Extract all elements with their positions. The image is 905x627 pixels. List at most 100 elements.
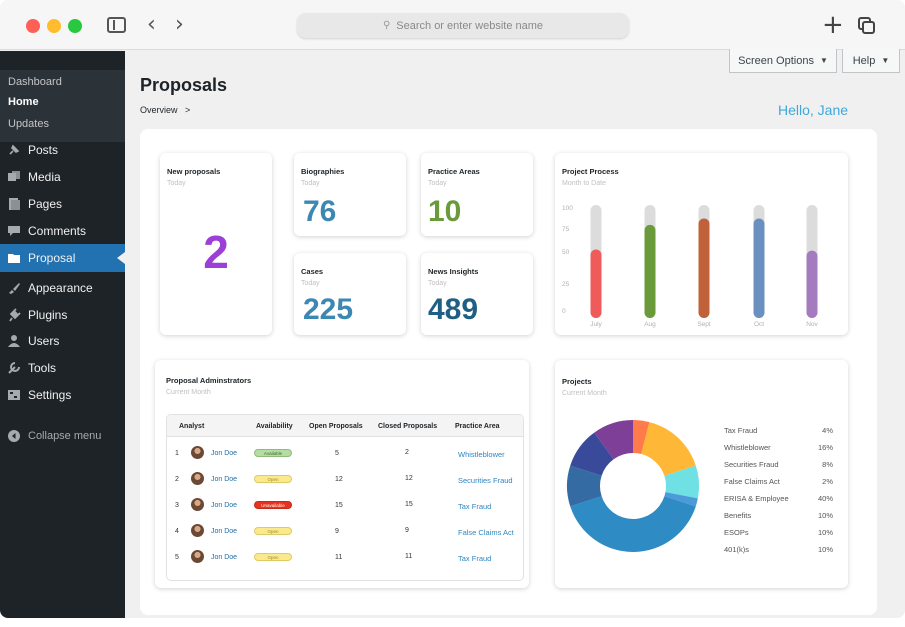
sidebar-item-settings[interactable]: Settings [0, 381, 125, 409]
donut-slice[interactable] [641, 422, 696, 476]
row-number: 1 [175, 450, 179, 457]
donut-slice[interactable] [633, 420, 650, 455]
sidebar-item-media[interactable]: Media [0, 163, 125, 191]
admins-card: Proposal Adminstrators Current Month [155, 360, 529, 588]
closed-proposals-count: 2 [405, 449, 409, 456]
open-proposals-count: 15 [335, 502, 343, 509]
legend-label: Tax Fraud [724, 426, 758, 435]
y-tick-label: 75 [562, 226, 570, 233]
sidebar-item-plugins[interactable]: Plugins [0, 301, 125, 329]
practice-area-link[interactable]: Tax Fraud [458, 502, 492, 511]
sidebar-toggle-icon[interactable] [107, 17, 126, 33]
zoom-window-button[interactable] [68, 19, 82, 33]
help-button[interactable]: Help ▼ [842, 49, 900, 73]
table-row[interactable]: 5 Jon Doe Open 11 11 Tax Fraud [167, 545, 523, 571]
sidebar-item-label: Appearance [28, 281, 93, 295]
media-icon [8, 171, 20, 181]
sidebar-item-label: Pages [28, 197, 63, 211]
project-process-card: Project Process Month to Date 100 75 50 25 0… [555, 153, 848, 335]
new-tab-icon[interactable]: + [822, 10, 844, 40]
bar-aug[interactable] [644, 224, 656, 318]
analyst-name[interactable]: Jon Doe [211, 476, 238, 483]
closed-proposals-count: 12 [405, 475, 413, 482]
tab-overview-icon[interactable] [858, 17, 876, 35]
new-proposals-card[interactable]: New proposals Today 2 [160, 153, 272, 335]
sidebar-item-pages[interactable]: Pages [0, 190, 125, 218]
caret-down-icon: ▼ [819, 56, 828, 65]
practice-areas-card[interactable]: Practice Areas Today 10 [421, 153, 533, 236]
screen-options-button[interactable]: Screen Options ▼ [729, 49, 837, 73]
analyst-name[interactable]: Jon Doe [211, 502, 238, 509]
donut-slice[interactable] [664, 465, 699, 499]
pages-icon [9, 198, 20, 210]
analyst-name[interactable]: Jon Doe [211, 554, 238, 561]
collapse-menu-button[interactable]: Collapse menu [0, 422, 125, 450]
minimize-window-button[interactable] [47, 19, 61, 33]
bar-july[interactable] [590, 249, 602, 318]
forward-arrow-icon[interactable]: › [175, 12, 184, 37]
sidebar-item-comments[interactable]: Comments [0, 217, 125, 245]
analyst-name[interactable]: Jon Doe [211, 450, 238, 457]
search-icon: ⚲ [382, 20, 391, 31]
table-row[interactable]: 4 Jon Doe Open 9 9 False Claims Act [167, 519, 523, 545]
card-title: Cases [301, 267, 324, 276]
news-insights-card[interactable]: News Insights Today 489 [421, 253, 533, 335]
sidebar-item-home[interactable]: Home [8, 96, 39, 108]
address-bar[interactable]: ⚲ Search or enter website name [297, 13, 629, 38]
card-subtitle: Month to Date [562, 180, 606, 187]
practice-area-link[interactable]: False Claims Act [458, 528, 514, 537]
stat-value: 76 [303, 195, 337, 228]
status-badge: Open [254, 527, 292, 535]
close-window-button[interactable] [26, 19, 40, 33]
greeting: Hello, Jane [778, 102, 849, 118]
avatar [191, 550, 204, 563]
legend-value: 8% [822, 460, 833, 469]
sidebar-item-appearance[interactable]: Appearance [0, 274, 125, 302]
analyst-name[interactable]: Jon Doe [211, 528, 238, 535]
breadcrumb-separator: > [185, 105, 191, 115]
donut-slice[interactable] [594, 420, 633, 460]
back-arrow-icon[interactable]: ‹ [147, 12, 156, 37]
table-row[interactable]: 2 Jon Doe Open 12 12 Securities Fraud [167, 467, 523, 493]
sidebar-item-proposal[interactable]: Proposal [0, 244, 125, 272]
bar-sept[interactable] [698, 218, 710, 318]
card-title: Projects [562, 377, 592, 386]
practice-area-link[interactable]: Tax Fraud [458, 554, 492, 563]
closed-proposals-count: 11 [405, 553, 413, 560]
dashboard-submenu: Dashboard Home Updates [0, 70, 125, 142]
sidebar-item-tools[interactable]: Tools [0, 354, 125, 382]
legend-value: 10% [817, 528, 833, 537]
projects-card: Projects Current Month [555, 360, 848, 588]
bar-oct[interactable] [753, 218, 765, 318]
legend-value: 10% [817, 545, 833, 554]
practice-area-link[interactable]: Securities Fraud [458, 476, 513, 485]
donut-slice[interactable] [567, 465, 602, 507]
sidebar-item-label: Tools [28, 361, 57, 375]
bar-nov[interactable] [806, 250, 818, 318]
screen-options-label: Screen Options [738, 54, 814, 67]
sidebar-item-posts[interactable]: Posts [0, 136, 125, 164]
sidebar-item-updates[interactable]: Updates [8, 118, 49, 130]
table-row[interactable]: 3 Jon Doe Unavailable 15 15 Tax Fraud [167, 493, 523, 519]
collapse-icon [8, 430, 20, 442]
legend-label: ESOPs [724, 528, 749, 537]
breadcrumb-overview[interactable]: Overview [140, 105, 178, 115]
open-proposals-count: 9 [335, 528, 339, 535]
donut-slice[interactable] [570, 432, 614, 476]
sidebar-item-users[interactable]: Users [0, 327, 125, 355]
projects-donut-chart [567, 420, 699, 552]
donut-slice[interactable] [664, 492, 698, 507]
biographies-card[interactable]: Biographies Today 76 [294, 153, 406, 236]
card-subtitle: Current Month [166, 389, 211, 396]
caret-down-icon: ▼ [881, 56, 890, 65]
card-subtitle: Today [428, 280, 447, 287]
donut-slice[interactable] [570, 496, 696, 552]
cases-card[interactable]: Cases Today 225 [294, 253, 406, 335]
x-tick-label: Nov [806, 321, 818, 328]
sidebar-item-dashboard[interactable]: Dashboard [8, 76, 62, 88]
table-row[interactable]: 1 Jon Doe Available 5 2 Whistleblower [167, 441, 523, 467]
practice-area-link[interactable]: Whistleblower [458, 450, 505, 459]
row-number: 4 [175, 528, 179, 535]
breadcrumb: Overview > [140, 105, 190, 115]
collapse-menu-label: Collapse menu [28, 430, 102, 442]
